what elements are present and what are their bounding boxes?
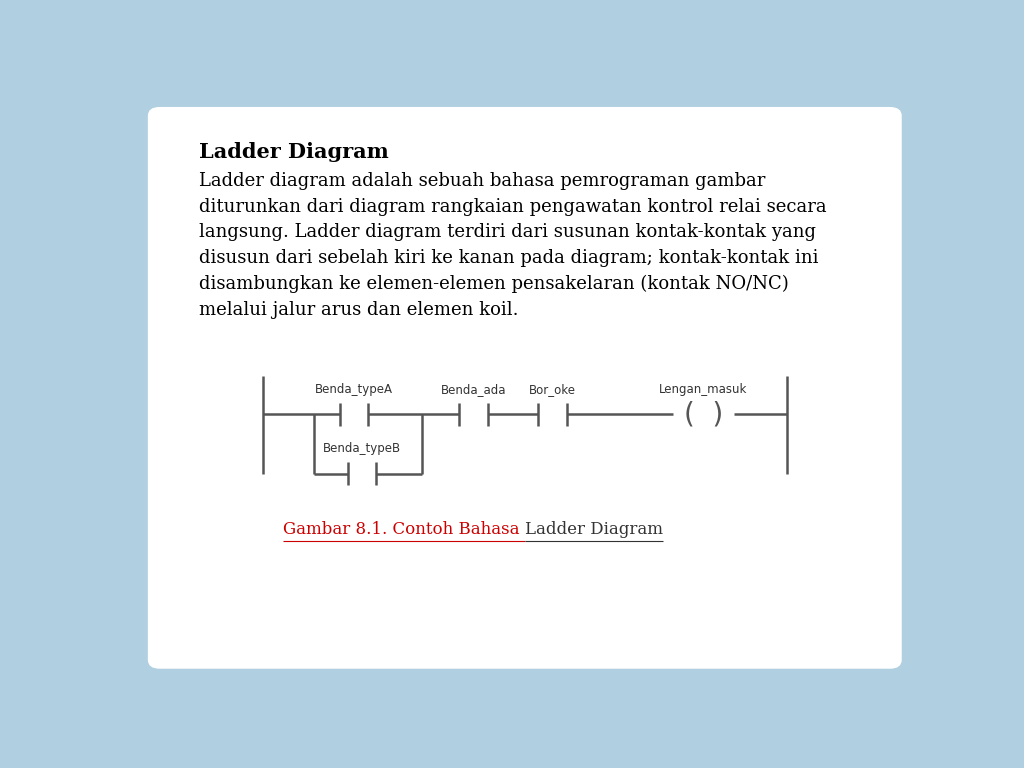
Text: Gambar 8.1. Contoh Bahasa: Gambar 8.1. Contoh Bahasa [283,521,524,538]
Text: Benda_ada: Benda_ada [440,383,506,396]
Text: Ladder Diagram: Ladder Diagram [200,142,389,162]
Text: Ladder diagram adalah sebuah bahasa pemrograman gambar
diturunkan dari diagram r: Ladder diagram adalah sebuah bahasa pemr… [200,172,827,319]
FancyBboxPatch shape [147,107,902,669]
Text: Benda_typeB: Benda_typeB [323,442,401,455]
Text: Bor_oke: Bor_oke [529,383,577,396]
Text: Benda_typeA: Benda_typeA [315,383,393,396]
Text: Ladder Diagram: Ladder Diagram [524,521,663,538]
Text: Lengan_masuk: Lengan_masuk [659,383,748,396]
Text: (  ): ( ) [684,400,723,429]
